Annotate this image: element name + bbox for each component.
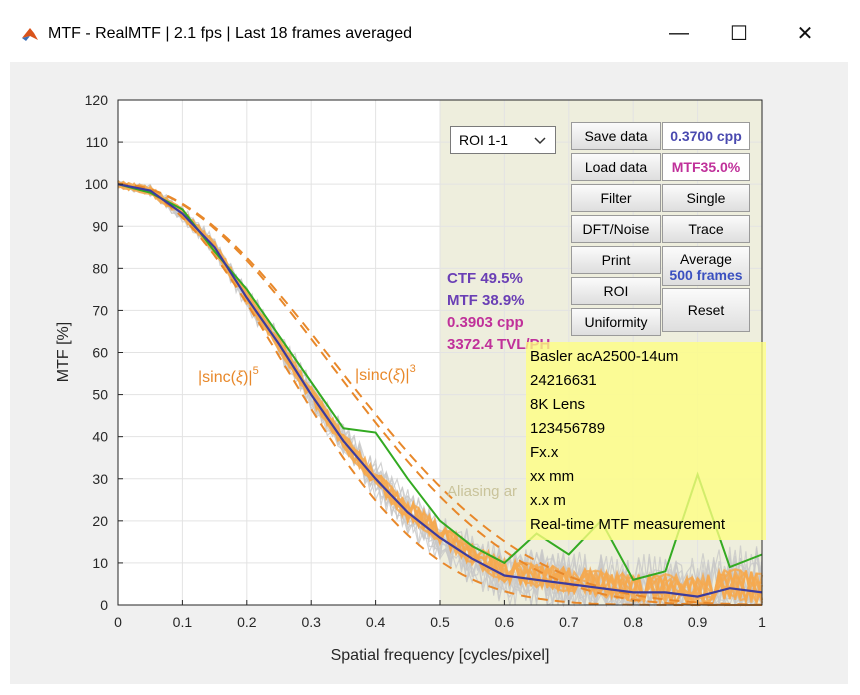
cpp-readout[interactable]: 0.3700 cpp: [662, 122, 750, 150]
y-tick-label: 0: [100, 597, 108, 613]
close-button[interactable]: ✕: [796, 22, 814, 45]
y-tick-label: 100: [85, 176, 109, 192]
x-tick-label: 0.6: [495, 614, 515, 630]
matlab-app-icon: [20, 24, 40, 44]
aliasing-label: Aliasing ar: [447, 483, 517, 500]
y-tick-label: 10: [92, 555, 108, 571]
title-bar: MTF - RealMTF | 2.1 fps | Last 18 frames…: [0, 0, 860, 62]
y-tick-label: 30: [92, 471, 108, 487]
x-tick-label: 0.9: [688, 614, 708, 630]
series-group: [117, 183, 763, 598]
y-tick-label: 40: [92, 429, 108, 445]
camera-info-box: Basler acA2500-14um 24216631 8K Lens 123…: [526, 342, 766, 540]
band-curve: [117, 180, 763, 604]
x-tick-label: 0: [114, 614, 122, 630]
info-focal-length: xx mm: [530, 468, 575, 485]
sinc5-label: |sinc(ξ)|5: [198, 365, 259, 386]
info-distance: x.x m: [530, 492, 566, 509]
info-camera-model: Basler acA2500-14um: [530, 348, 679, 365]
y-axis-label: MTF [%]: [55, 322, 72, 382]
save-data-button[interactable]: Save data: [571, 122, 661, 150]
window-title: MTF - RealMTF | 2.1 fps | Last 18 frames…: [48, 25, 412, 42]
mtf-level-readout[interactable]: MTF35.0%: [662, 153, 750, 181]
x-tick-label: 0.4: [366, 614, 386, 630]
axes-ticks: 0 0.1 0.2 0.3 0.4 0.5 0.6 0.7 0.8 0.9 101020304050…: [85, 92, 766, 630]
uniformity-button[interactable]: Uniformity: [571, 308, 661, 336]
figure-client-area: Aliasing ar 0 0.1 0.2 0.3 0.4 0.5 0.6 0.7 0.8 0.9…: [10, 62, 848, 684]
y-tick-label: 110: [86, 134, 109, 150]
x-tick-label: 0.8: [623, 614, 643, 630]
minimize-button[interactable]: —: [669, 21, 689, 44]
y-tick-label: 80: [92, 260, 108, 276]
roi-button[interactable]: ROI: [571, 277, 661, 305]
load-data-button[interactable]: Load data: [571, 153, 661, 181]
x-tick-label: 0.2: [237, 614, 257, 630]
average-curve: [117, 183, 763, 598]
y-tick-label: 20: [92, 513, 108, 529]
mtf-stat: MTF 38.9%: [447, 292, 525, 309]
average-label: Average: [680, 251, 732, 267]
info-lens: 8K Lens: [530, 396, 586, 413]
sinc4-curve: [118, 183, 762, 606]
info-lens-id: 123456789: [530, 420, 606, 437]
info-aperture: Fx.x: [530, 444, 559, 461]
sinc-bounds: [117, 183, 762, 606]
sinc5-curve: [117, 183, 762, 606]
x-tick-label: 0.1: [173, 614, 193, 630]
x-axis-label: Spatial frequency [cycles/pixel]: [331, 647, 550, 664]
sinc3-label: |sinc(ξ)|3: [355, 363, 416, 384]
x-tick-label: 0.5: [430, 614, 450, 630]
x-tick-label: 0.3: [301, 614, 321, 630]
filter-button[interactable]: Filter: [571, 184, 661, 212]
y-tick-label: 120: [85, 92, 109, 108]
y-tick-label: 60: [92, 345, 108, 361]
y-tick-label: 50: [92, 387, 108, 403]
reset-button[interactable]: Reset: [662, 288, 750, 332]
average-button[interactable]: Average 500 frames: [662, 246, 750, 286]
trace-button[interactable]: Trace: [662, 215, 750, 243]
roi-dropdown-value: ROI 1-1: [459, 132, 509, 148]
y-tick-label: 90: [92, 218, 108, 234]
frames-readout: 500 frames: [669, 267, 743, 283]
ctf-stat: CTF 49.5%: [447, 270, 523, 287]
print-button[interactable]: Print: [571, 246, 661, 274]
info-serial: 24216631: [530, 372, 597, 389]
info-description: Real-time MTF measurement: [530, 516, 726, 533]
x-tick-label: 0.7: [559, 614, 579, 630]
cpp-stat: 0.3903 cpp: [447, 314, 524, 331]
dft-noise-button[interactable]: DFT/Noise: [571, 215, 661, 243]
single-button[interactable]: Single: [662, 184, 750, 212]
y-tick-label: 70: [92, 302, 108, 318]
maximize-button[interactable]: ☐: [730, 22, 748, 45]
chevron-down-icon: [534, 137, 546, 145]
sinc3-curve: [118, 183, 762, 606]
roi-dropdown[interactable]: ROI 1-1: [450, 126, 556, 154]
x-tick-label: 1: [758, 614, 766, 630]
sinc-labels: |sinc(ξ)|5 |sinc(ξ)|3: [198, 363, 416, 386]
tvl-stat: 3372.4 TVL/PH: [447, 336, 551, 353]
